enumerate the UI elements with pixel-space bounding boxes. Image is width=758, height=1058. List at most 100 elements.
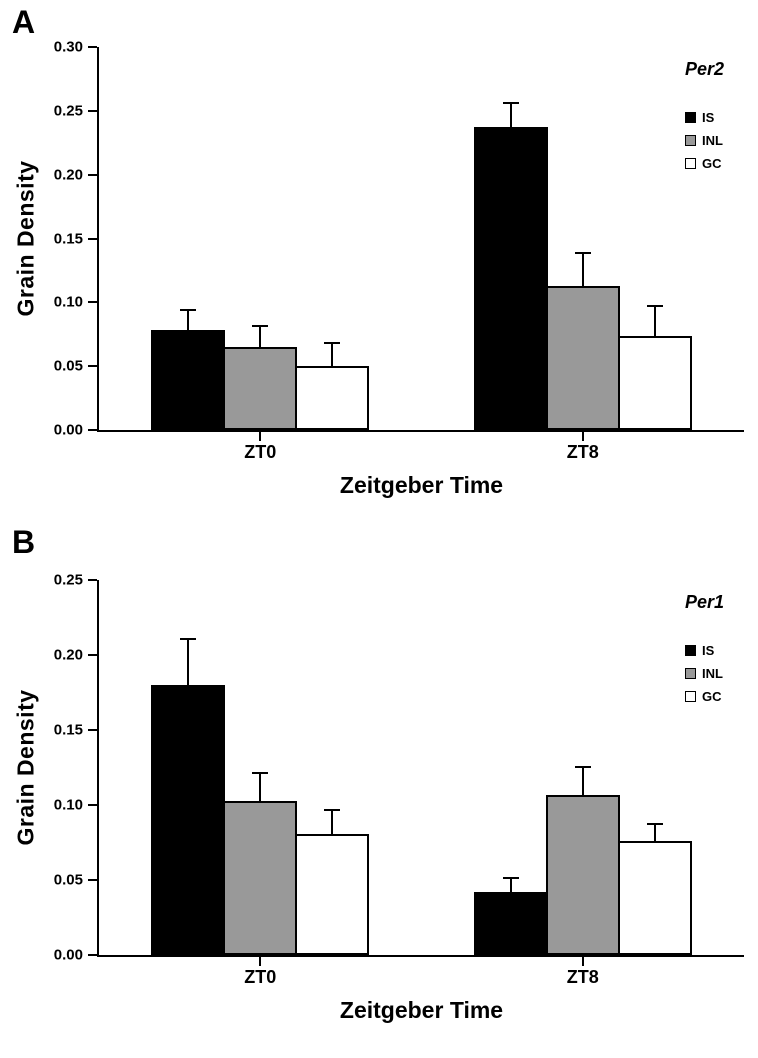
legend-item: INL bbox=[684, 133, 724, 148]
bar bbox=[545, 285, 620, 430]
plot-area: Per1 IS INL GC Zeitgeber Time 0.00 0.05 0.… bbox=[54, 572, 744, 1023]
error-bar-cap bbox=[252, 771, 269, 774]
legend-item: GC bbox=[684, 156, 724, 171]
error-bar-line bbox=[187, 640, 190, 685]
y-tick-label: 0.25 bbox=[53, 102, 83, 120]
x-tick-label: ZT8 bbox=[566, 967, 599, 987]
x-tick-label: ZT0 bbox=[244, 967, 277, 987]
error-bar-line bbox=[187, 311, 190, 331]
legend-label: INL bbox=[701, 133, 723, 148]
legend-swatch bbox=[684, 135, 696, 146]
y-axis-title: Grain Density bbox=[12, 689, 39, 846]
y-tick-label: 0.00 bbox=[53, 946, 83, 964]
legend: Per1 IS INL GC bbox=[684, 592, 724, 712]
error-bar-line bbox=[653, 307, 656, 336]
legend-title: Per1 bbox=[684, 592, 724, 612]
x-axis-title: Zeitgeber Time bbox=[339, 472, 504, 498]
error-bar-cap bbox=[180, 309, 197, 312]
y-tick-mark bbox=[88, 804, 97, 806]
y-tick-mark bbox=[88, 173, 97, 176]
bar bbox=[295, 833, 370, 955]
legend-item: INL bbox=[684, 666, 724, 681]
bar bbox=[223, 800, 298, 955]
y-tick-mark bbox=[88, 109, 97, 112]
y-tick-label: 0.20 bbox=[53, 166, 83, 184]
y-tick-mark bbox=[88, 429, 97, 431]
y-tick-label: 0.20 bbox=[53, 646, 83, 664]
error-bar-cap bbox=[646, 822, 663, 825]
bar bbox=[295, 366, 370, 430]
error-bar-line bbox=[509, 104, 512, 128]
x-tick-mark bbox=[259, 957, 262, 966]
panel: B Grain Density Per1 IS INL GC Zei bbox=[0, 520, 758, 1058]
error-bar-cap bbox=[502, 102, 519, 105]
panel-label: B bbox=[12, 524, 36, 560]
error-bar-line bbox=[509, 878, 512, 892]
error-bar-line bbox=[331, 811, 334, 834]
y-tick-mark bbox=[88, 879, 97, 881]
y-tick-label: 0.25 bbox=[53, 571, 83, 589]
y-tick-mark bbox=[88, 729, 97, 731]
legend-swatch bbox=[684, 668, 696, 679]
error-bar-cap bbox=[646, 305, 663, 308]
bar bbox=[617, 335, 692, 430]
y-tick-mark bbox=[88, 654, 97, 656]
error-bar-cap bbox=[502, 876, 519, 879]
error-bar-cap bbox=[324, 809, 341, 811]
legend-item: GC bbox=[684, 689, 724, 704]
legend-label: INL bbox=[701, 666, 723, 681]
bar bbox=[223, 347, 298, 430]
legend-title: Per2 bbox=[684, 59, 724, 79]
y-tick-label: 0.05 bbox=[53, 357, 83, 375]
legend: Per2 IS INL GC bbox=[684, 59, 724, 179]
x-tick-mark bbox=[581, 432, 584, 441]
bar bbox=[151, 685, 226, 955]
error-bar-line bbox=[581, 767, 584, 795]
legend-swatch bbox=[684, 158, 696, 169]
legend-item: IS bbox=[684, 110, 724, 125]
y-tick-label: 0.05 bbox=[53, 871, 83, 889]
y-tick-mark bbox=[88, 954, 97, 956]
y-tick-label: 0.30 bbox=[53, 38, 83, 56]
y-axis-title: Grain Density bbox=[12, 160, 39, 317]
y-tick-mark bbox=[88, 579, 97, 581]
y-axis-title-wrap: Grain Density bbox=[4, 580, 48, 955]
y-tick-label: 0.10 bbox=[53, 796, 83, 814]
bar bbox=[617, 841, 692, 955]
legend-swatch bbox=[684, 112, 696, 123]
x-tick-label: ZT0 bbox=[244, 442, 277, 462]
error-bar-cap bbox=[574, 251, 591, 254]
legend-swatch bbox=[684, 691, 696, 702]
error-bar-line bbox=[581, 253, 584, 286]
bar bbox=[545, 794, 620, 955]
x-tick-mark bbox=[581, 957, 584, 966]
error-bar-line bbox=[331, 344, 334, 367]
legend-label: IS bbox=[701, 110, 715, 125]
error-bar-line bbox=[259, 773, 262, 801]
error-bar-cap bbox=[180, 638, 197, 640]
legend-label: GC bbox=[701, 689, 722, 704]
legend-swatch bbox=[684, 645, 696, 656]
x-tick-label: ZT8 bbox=[566, 442, 599, 462]
y-tick-mark bbox=[88, 237, 97, 240]
error-bar-cap bbox=[252, 324, 269, 327]
y-tick-mark bbox=[88, 46, 97, 48]
legend-label: GC bbox=[701, 156, 722, 171]
panel: A Grain Density Per2 IS INL GC Zei bbox=[0, 0, 758, 520]
error-bar-cap bbox=[574, 765, 591, 768]
bar bbox=[473, 892, 548, 955]
error-bar-line bbox=[259, 326, 262, 348]
y-tick-mark bbox=[88, 365, 97, 368]
legend-label: IS bbox=[701, 643, 715, 658]
bar bbox=[473, 127, 548, 430]
panel-label: A bbox=[12, 4, 36, 40]
x-tick-mark bbox=[259, 432, 262, 441]
plot-area: Per2 IS INL GC Zeitgeber Time 0.00 0.05 0.… bbox=[54, 39, 744, 498]
y-axis-title-wrap: Grain Density bbox=[4, 47, 48, 430]
y-tick-mark bbox=[88, 301, 97, 304]
x-axis-title: Zeitgeber Time bbox=[339, 997, 504, 1023]
y-tick-label: 0.10 bbox=[53, 293, 83, 311]
error-bar-cap bbox=[324, 342, 341, 345]
error-bar-line bbox=[653, 824, 656, 841]
